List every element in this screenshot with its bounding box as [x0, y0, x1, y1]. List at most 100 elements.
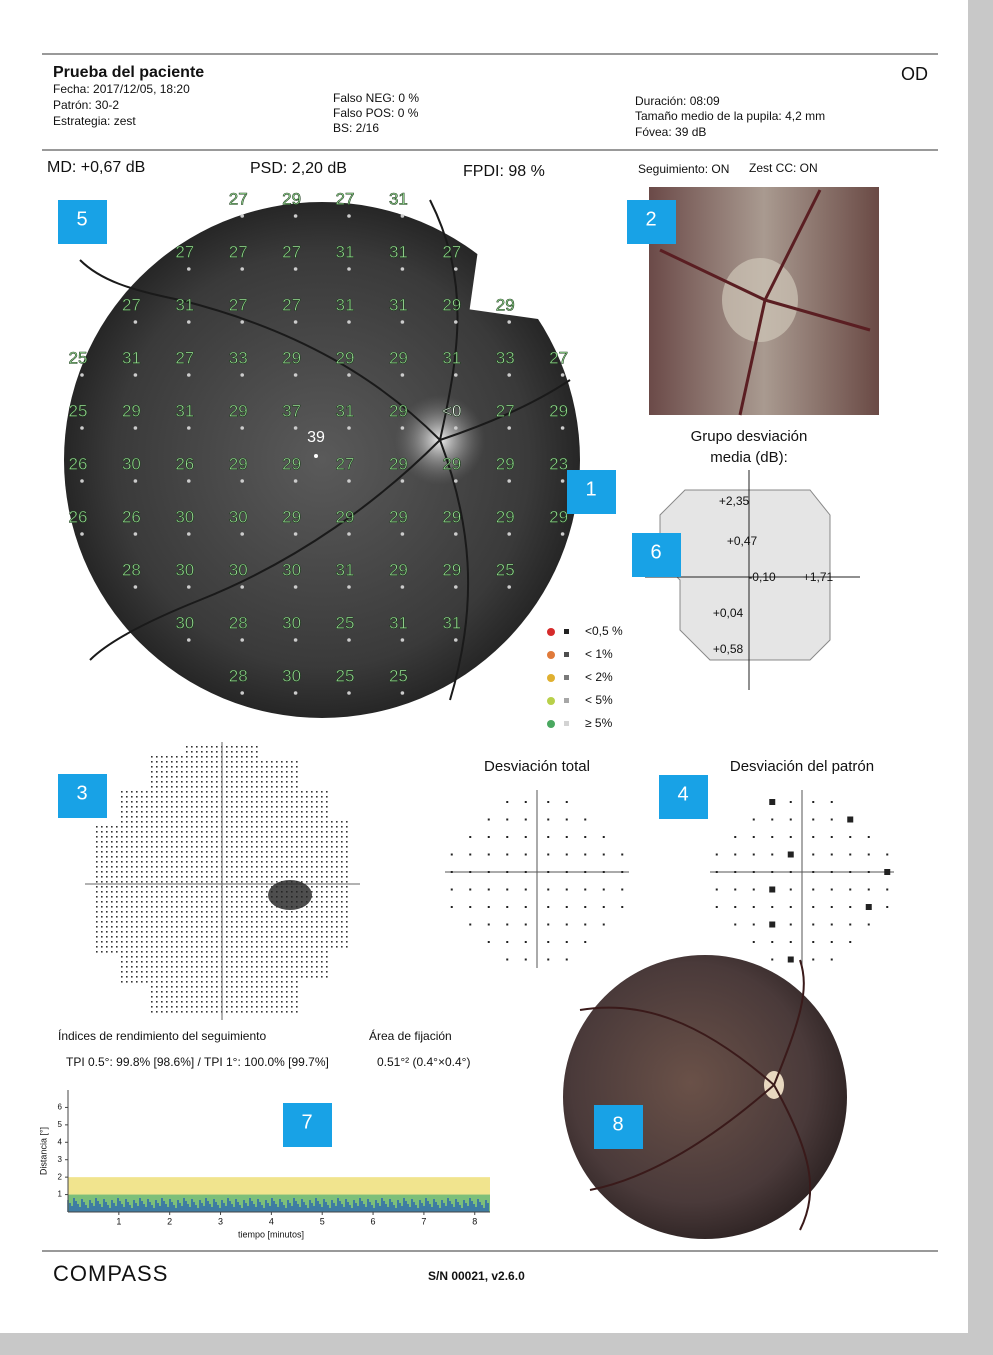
y-tick-label: 1: [58, 1190, 63, 1199]
badge-label: 6: [650, 541, 661, 563]
test-point: [187, 585, 191, 589]
dev-symbol: [716, 871, 718, 873]
dev-symbol: [868, 871, 870, 873]
test-point: [80, 532, 84, 536]
dev-symbol: [488, 889, 490, 891]
dev-symbol: [884, 869, 890, 875]
legend-dot: [547, 628, 555, 636]
dev-symbol: [831, 871, 833, 873]
dev-symbol: [831, 819, 833, 821]
threshold-value: 25: [496, 560, 515, 579]
test-point: [134, 479, 138, 483]
test-point: [454, 638, 458, 642]
dev-symbol: [831, 836, 833, 838]
threshold-value: 29: [336, 348, 355, 367]
threshold-value: 29: [336, 507, 355, 526]
dev-symbol: [886, 906, 888, 908]
test-point: [294, 267, 298, 271]
test-point: [401, 638, 405, 642]
test-point: [240, 267, 244, 271]
dev-symbol: [525, 836, 527, 838]
dev-symbol: [734, 889, 736, 891]
page: Prueba del paciente Fecha: 2017/12/05, 1…: [0, 0, 993, 1350]
test-point: [294, 532, 298, 536]
dev-symbol: [469, 889, 471, 891]
dev-symbol: [547, 801, 549, 803]
threshold-value: 25: [336, 613, 355, 632]
dev-symbol: [753, 871, 755, 873]
group-value: -0,10: [748, 570, 776, 584]
dev-symbol: [716, 854, 718, 856]
legend-dot: [547, 720, 555, 728]
test-point: [187, 267, 191, 271]
test-point: [240, 214, 244, 218]
threshold-value: 29: [229, 454, 248, 473]
dev-symbol: [812, 924, 814, 926]
threshold-value: 31: [442, 613, 461, 632]
dev-symbol: [868, 924, 870, 926]
test-point: [294, 426, 298, 430]
test-point: [347, 532, 351, 536]
test-point: [401, 320, 405, 324]
threshold-value: 29: [282, 348, 301, 367]
group-title: media (dB):: [710, 449, 788, 466]
group-value: +0,04: [713, 606, 744, 620]
threshold-value: 29: [442, 560, 461, 579]
threshold-value: 27: [282, 295, 301, 314]
dev-symbol: [769, 922, 775, 928]
threshold-value: 27: [229, 295, 248, 314]
dev-symbol: [812, 836, 814, 838]
threshold-value: 29: [389, 560, 408, 579]
pattern: Patrón: 30-2: [53, 98, 119, 112]
threshold-value: 27: [336, 189, 355, 208]
group-value: +0,58: [713, 642, 744, 656]
dev-symbol: [753, 906, 755, 908]
threshold-value: 33: [496, 348, 515, 367]
legend-symbol: [564, 698, 569, 703]
dev-symbol: [603, 871, 605, 873]
dev-symbol: [584, 924, 586, 926]
test-point: [507, 426, 511, 430]
dev-symbol: [790, 871, 792, 873]
dev-symbol: [603, 889, 605, 891]
dev-symbol: [506, 906, 508, 908]
dev-symbol: [831, 906, 833, 908]
test-point: [80, 373, 84, 377]
dev-symbol: [584, 836, 586, 838]
dev-symbol: [771, 906, 773, 908]
dev-symbol: [566, 836, 568, 838]
dev-symbol: [868, 836, 870, 838]
x-tick-label: 4: [269, 1216, 274, 1226]
x-axis-label: tiempo [minutos]: [238, 1229, 304, 1239]
tpi: TPI 0.5°: 99.8% [98.6%] / TPI 1°: 100.0%…: [66, 1055, 329, 1069]
tracking-title: Índices de rendimiento del seguimiento: [58, 1028, 266, 1043]
dev-symbol: [753, 819, 755, 821]
threshold-value: 37: [282, 401, 301, 420]
strategy: Estrategia: zest: [53, 114, 136, 128]
threshold-value: 30: [229, 560, 248, 579]
threshold-value: 29: [496, 295, 515, 314]
threshold-value: 31: [389, 242, 408, 261]
dev-symbol: [506, 924, 508, 926]
y-tick-label: 6: [58, 1103, 63, 1112]
legend-label: ≥ 5%: [585, 716, 613, 730]
test-point: [134, 426, 138, 430]
threshold-value: 27: [175, 348, 194, 367]
threshold-value: 27: [175, 242, 194, 261]
dev-symbol: [790, 924, 792, 926]
dev-symbol: [525, 801, 527, 803]
test-point: [134, 585, 138, 589]
total-dev-title: Desviación total: [484, 758, 590, 775]
legend-dot: [547, 697, 555, 705]
test-point: [187, 479, 191, 483]
x-tick-label: 3: [218, 1216, 223, 1226]
dev-symbol: [547, 819, 549, 821]
dev-symbol: [584, 889, 586, 891]
dev-symbol: [849, 871, 851, 873]
dev-symbol: [566, 924, 568, 926]
dev-symbol: [812, 819, 814, 821]
test-point: [401, 691, 405, 695]
dev-symbol: [469, 906, 471, 908]
test-point: [134, 532, 138, 536]
date: Fecha: 2017/12/05, 18:20: [53, 82, 190, 96]
